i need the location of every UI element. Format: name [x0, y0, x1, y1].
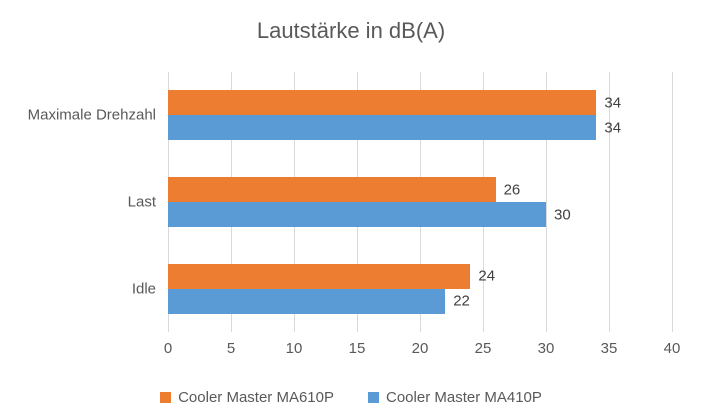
gridline-30: [546, 72, 547, 332]
gridline-40: [672, 72, 673, 332]
x-tick-label-5: 5: [226, 340, 236, 357]
legend: Cooler Master MA610P Cooler Master MA410…: [0, 389, 702, 406]
legend-swatch-orange-icon: [160, 392, 172, 403]
x-tick-label-15: 15: [348, 340, 366, 357]
category-label: Idle: [131, 280, 156, 298]
x-tick-label-0: 0: [163, 340, 173, 357]
legend-swatch-blue-icon: [368, 392, 379, 403]
chart-title: Lautstärke in dB(A): [256, 18, 446, 43]
bar-ma610p: [168, 90, 597, 116]
x-tick-label-30: 30: [537, 340, 555, 357]
legend-item-ma410p: Cooler Master MA410P: [368, 389, 542, 406]
data-label: 24: [478, 267, 496, 285]
data-label: 22: [453, 292, 470, 310]
x-tick-label-40: 40: [663, 340, 681, 357]
bar-ma610p: [168, 263, 471, 289]
data-label: 34: [604, 94, 622, 112]
bar-ma410p: [168, 288, 446, 314]
category-label: Last: [127, 193, 156, 211]
x-tick-label-10: 10: [285, 340, 303, 357]
legend-item-ma610p: Cooler Master MA610P: [160, 389, 334, 406]
x-tick-label-25: 25: [474, 340, 492, 357]
bar-ma410p: [168, 115, 597, 141]
data-label: 30: [554, 206, 571, 223]
bar-ma410p: [168, 202, 546, 227]
data-label: 34: [604, 119, 622, 137]
legend-label-ma610p: Cooler Master MA610P: [178, 389, 334, 406]
x-tick-label-35: 35: [600, 340, 618, 357]
gridline-35: [609, 72, 610, 332]
plot-area: 34 34 26 30 24 22: [168, 72, 673, 332]
category-label: Maximale Drehzahl: [27, 106, 156, 124]
data-label: 26: [503, 181, 521, 198]
legend-label-ma410p: Cooler Master MA410P: [386, 389, 542, 406]
category-axis: Maximale Drehzahl Last Idle: [0, 0, 156, 420]
bar-ma610p: [168, 177, 496, 202]
x-tick-label-20: 20: [411, 340, 429, 357]
